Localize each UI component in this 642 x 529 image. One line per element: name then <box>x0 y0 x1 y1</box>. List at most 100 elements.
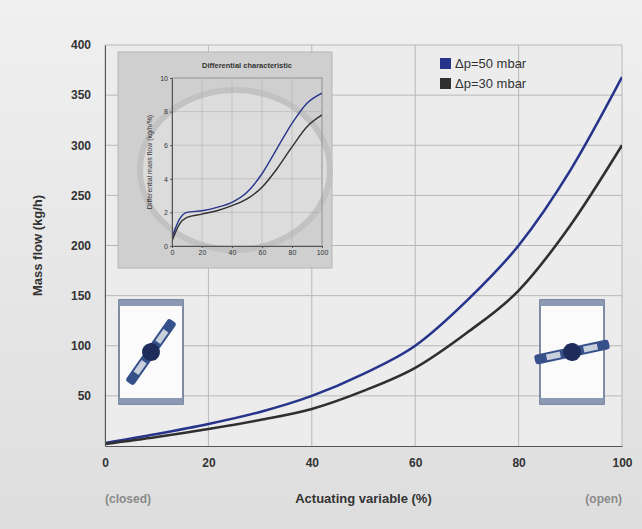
y-axis-title: Mass flow (kg/h) <box>30 195 45 296</box>
tick-label: 100 <box>612 456 632 470</box>
tick-label: 20 <box>199 249 207 256</box>
tick-mark <box>232 246 233 248</box>
inset-x-axis: 0 20 40 60 80 100 <box>171 246 329 256</box>
tick-label: 250 <box>71 189 91 203</box>
y-axis: 50 100 150 200 250 300 350 400 <box>71 38 106 446</box>
tick: 8 <box>164 108 172 115</box>
tick-label: 40 <box>306 456 320 470</box>
tick-mark <box>170 212 172 213</box>
grid-line <box>105 45 106 446</box>
valve-wall <box>540 398 604 404</box>
legend-label: Δp=30 mbar <box>455 76 527 91</box>
tick: 350 <box>71 88 105 102</box>
tick: 200 <box>71 239 105 253</box>
valve-disc <box>122 316 180 389</box>
disc-seal <box>583 344 598 353</box>
axis-line <box>105 46 106 447</box>
grid-line <box>105 295 622 296</box>
grid <box>105 45 622 446</box>
tick-label: 100 <box>317 249 329 256</box>
tick: 60 <box>259 246 267 256</box>
tick-label: 40 <box>229 249 237 256</box>
tick-label: 20 <box>202 456 216 470</box>
valve-icon <box>119 300 183 404</box>
tick: 80 <box>512 446 526 470</box>
tick-mark <box>170 112 172 113</box>
grid-line <box>105 45 622 46</box>
inset-plot-frame <box>172 78 322 246</box>
tick: 0 <box>164 243 172 250</box>
inset-grid <box>172 78 322 246</box>
tick-label: 4 <box>164 176 168 183</box>
tick-label: 60 <box>409 456 423 470</box>
tick-label: 2 <box>164 209 168 216</box>
valve-disc <box>533 335 611 368</box>
legend-label: Δp=50 mbar <box>455 56 527 71</box>
inset-series-group <box>172 93 322 241</box>
inset-y-axis-title: Differential mass flow (kg/h/%) <box>146 115 154 209</box>
tick-mark <box>322 246 323 248</box>
legend: Δp=50 mbar Δp=30 mbar <box>440 56 527 91</box>
tick-mark <box>170 78 172 79</box>
tick-label: 0 <box>164 243 168 250</box>
tick: 400 <box>71 38 105 52</box>
disc <box>125 318 177 386</box>
shaft <box>138 339 163 364</box>
tick-label: 0 <box>102 456 109 470</box>
tick: 10 <box>160 75 172 82</box>
tick-label: 400 <box>71 38 91 52</box>
tick: 40 <box>229 246 237 256</box>
tick: 0 <box>171 246 175 256</box>
tick: 40 <box>306 446 320 470</box>
inset-panel <box>118 52 332 268</box>
tick-label: 0 <box>171 249 175 256</box>
inset-decoration <box>140 90 330 250</box>
background <box>0 0 642 529</box>
disc-seal <box>134 360 147 375</box>
axis-line <box>173 247 323 249</box>
tick-label: 350 <box>71 88 91 102</box>
tick-label: 200 <box>71 239 91 253</box>
tick-mark <box>292 246 293 248</box>
tick-label: 300 <box>71 139 91 153</box>
grid-line <box>202 78 203 246</box>
inset-y-axis: 0 2 4 6 8 10 <box>160 75 172 250</box>
tick: 80 <box>289 246 297 256</box>
grid-line <box>172 78 322 79</box>
disc-seal <box>155 329 168 344</box>
tick-mark <box>262 246 263 248</box>
grid-line <box>322 78 323 246</box>
grid-line <box>292 78 293 246</box>
plot-area <box>105 45 622 446</box>
tick-mark <box>170 246 172 247</box>
tick: 0 <box>102 446 109 470</box>
tick-label: 60 <box>259 249 267 256</box>
tick-label: 100 <box>71 339 91 353</box>
disc <box>534 339 610 365</box>
tick-label: 10 <box>160 75 168 82</box>
axis-line <box>170 79 173 247</box>
tick: 6 <box>164 142 172 149</box>
shaft <box>561 341 582 362</box>
tick-label: 6 <box>164 142 168 149</box>
disc-seal <box>546 352 561 361</box>
tick: 100 <box>612 446 632 470</box>
x-axis-title: Actuating variable (%) <box>295 491 432 506</box>
tick-label: 8 <box>164 108 168 115</box>
tick-label: 50 <box>78 389 92 403</box>
grid-line <box>232 78 233 246</box>
tick: 50 <box>78 389 105 403</box>
tick-mark <box>202 246 203 248</box>
tick: 60 <box>409 446 423 470</box>
valve-body <box>119 300 183 404</box>
tick: 20 <box>202 446 216 470</box>
axis-line <box>106 446 623 447</box>
tick-mark <box>170 145 172 146</box>
grid-line <box>172 178 322 179</box>
valve-wall <box>119 300 183 306</box>
tick: 2 <box>164 209 172 216</box>
series-line <box>172 115 322 241</box>
tick: 150 <box>71 289 105 303</box>
x-axis: 0 20 40 60 80 100 <box>102 446 633 470</box>
grid-line <box>262 78 263 246</box>
